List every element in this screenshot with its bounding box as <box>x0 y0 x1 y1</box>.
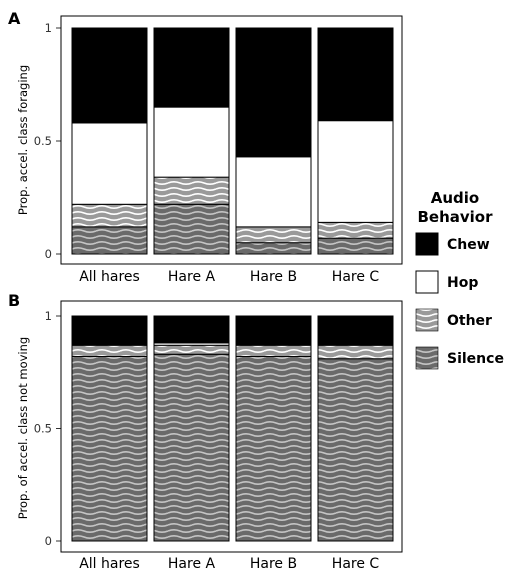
legend-swatch-hop <box>415 270 439 294</box>
bar-segment-chew-hare-c <box>317 315 394 346</box>
legend-swatch-other <box>415 308 439 332</box>
y-tick-label: 1 <box>45 21 52 35</box>
x-category-label: Hare A <box>168 269 216 285</box>
legend-label-chew: Chew <box>447 237 490 253</box>
panel-b: B Prop. of accel. class not moving 00.51… <box>8 291 403 572</box>
panel-a: A Prop. accel. class foraging 00.51 All … <box>8 9 403 285</box>
legend-title-line-1: Audio <box>431 189 479 207</box>
bar-segment-other-hare-a <box>153 344 230 355</box>
bar-segment-hop-hare-c <box>317 120 394 223</box>
x-category-label: All hares <box>79 556 140 572</box>
bar-segment-silence-hare-a <box>153 353 230 542</box>
bar-segment-chew-all-hares <box>71 315 148 346</box>
panel-b-bars <box>71 315 394 542</box>
panel-b-y-axis-label: Prop. of accel. class not moving <box>16 337 30 519</box>
legend-title-line-2: Behavior <box>417 208 493 226</box>
panel-b-y-ticks: 00.51 <box>34 309 61 548</box>
x-category-label: Hare C <box>332 556 380 572</box>
bar-segment-silence-hare-a <box>153 203 230 255</box>
x-category-label: Hare B <box>250 269 297 285</box>
bar-segment-other-all-hares <box>71 203 148 228</box>
panel-b-letter: B <box>8 291 20 310</box>
bar-segment-silence-all-hares <box>71 226 148 255</box>
bar-segment-other-hare-c <box>317 221 394 239</box>
bar-segment-hop-all-hares <box>71 122 148 205</box>
bar-segment-chew-hare-a <box>153 27 230 108</box>
bar-segment-silence-hare-c <box>317 237 394 255</box>
bar-segment-hop-hare-b <box>235 156 312 228</box>
bar-segment-chew-all-hares <box>71 27 148 124</box>
x-category-label: Hare C <box>332 269 380 285</box>
bar-segment-other-hare-a <box>153 176 230 205</box>
panel-b-plot-frame <box>60 300 403 553</box>
y-tick-label: 0 <box>45 247 52 261</box>
x-category-label: Hare A <box>168 556 216 572</box>
bar-segment-silence-hare-b <box>235 242 312 255</box>
panel-a-bars <box>71 27 394 255</box>
bar-segment-silence-hare-c <box>317 358 394 542</box>
panel-a-plot-frame <box>60 15 403 265</box>
panel-a-letter: A <box>8 9 21 28</box>
bar-segment-chew-hare-a <box>153 315 230 344</box>
legend-swatch-chew <box>415 232 439 256</box>
legend-label-hop: Hop <box>447 275 478 291</box>
x-category-label: Hare B <box>250 556 297 572</box>
bar-segment-chew-hare-b <box>235 27 312 158</box>
bar-segment-other-hare-b <box>235 344 312 357</box>
legend-label-other: Other <box>447 313 492 329</box>
bar-segment-other-hare-b <box>235 226 312 244</box>
bar-segment-silence-hare-b <box>235 356 312 542</box>
y-tick-label: 0 <box>45 534 52 548</box>
x-category-label: All hares <box>79 269 140 285</box>
panel-a-y-ticks: 00.51 <box>34 21 61 261</box>
bar-segment-other-hare-c <box>317 344 394 360</box>
y-tick-label: 0.5 <box>34 134 52 148</box>
legend-label-silence: Silence <box>447 351 504 367</box>
y-tick-label: 0.5 <box>34 422 52 436</box>
panel-a-y-axis-label: Prop. accel. class foraging <box>16 65 30 215</box>
bar-segment-chew-hare-c <box>317 27 394 122</box>
legend-swatch-silence <box>415 346 439 370</box>
bar-segment-other-all-hares <box>71 344 148 357</box>
bar-segment-chew-hare-b <box>235 315 312 346</box>
y-tick-label: 1 <box>45 309 52 323</box>
panel-a-x-labels: All hares Hare A Hare B Hare C <box>79 269 379 285</box>
bar-segment-hop-hare-a <box>153 106 230 178</box>
legend: Audio Behavior Chew Hop Other Silence <box>415 189 504 370</box>
panel-b-x-labels: All hares Hare A Hare B Hare C <box>79 556 379 572</box>
bar-segment-silence-all-hares <box>71 356 148 542</box>
